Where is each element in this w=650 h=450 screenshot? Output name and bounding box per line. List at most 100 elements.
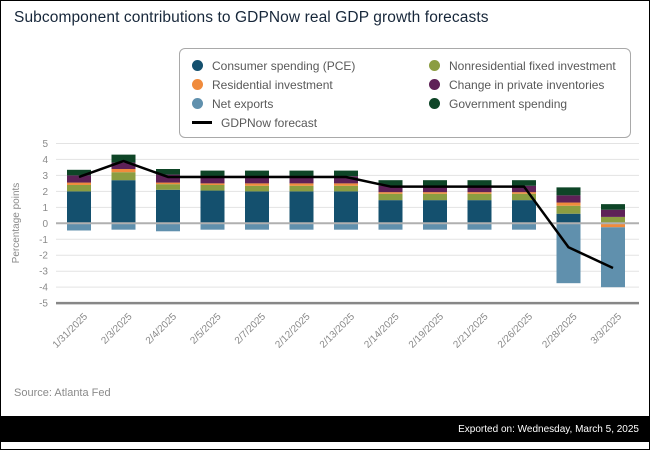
bar-segment-pce-1 xyxy=(111,180,136,224)
pce-swatch-icon xyxy=(192,60,203,71)
bar-segment-net_exports-3 xyxy=(200,223,225,230)
bar-segment-government-3 xyxy=(200,170,225,177)
legend-item-government: Government spending xyxy=(429,95,618,112)
x-tick-label: 2/12/2025 xyxy=(273,311,313,351)
y-tick-label: -5 xyxy=(39,299,48,310)
legend-label: Nonresidential fixed investment xyxy=(449,58,616,73)
bar-segment-pce-11 xyxy=(556,213,581,224)
y-axis-label: Percentage points xyxy=(11,183,22,264)
bar-segment-residential-5 xyxy=(289,183,314,186)
x-tick-label: 2/5/2025 xyxy=(188,311,224,347)
x-tick-label: 2/19/2025 xyxy=(407,311,447,351)
bar-segment-inventories-9 xyxy=(467,185,492,193)
x-tick-label: 2/14/2025 xyxy=(362,311,402,351)
bar-segment-residential-6 xyxy=(334,183,358,186)
y-tick-label: 5 xyxy=(42,139,48,150)
bar-segment-net_exports-5 xyxy=(289,223,314,230)
bar-segment-pce-0 xyxy=(67,191,91,224)
bar-segment-pce-5 xyxy=(289,191,314,224)
inventories-swatch-icon xyxy=(429,79,440,90)
x-tick-label: 2/28/2025 xyxy=(540,311,580,351)
bar-segment-inventories-2 xyxy=(156,174,180,183)
bar-segment-nonresidential-5 xyxy=(289,185,314,192)
bar-segment-inventories-11 xyxy=(556,195,581,203)
legend-label: Change in private inventories xyxy=(449,77,605,92)
government-swatch-icon xyxy=(429,98,440,109)
nonresidential-swatch-icon xyxy=(429,60,440,71)
source-note: Source: Atlanta Fed xyxy=(14,387,111,399)
y-tick-label: -4 xyxy=(39,283,48,294)
bar-segment-inventories-3 xyxy=(200,176,225,184)
bar-segment-residential-12 xyxy=(601,223,625,228)
bar-segment-inventories-10 xyxy=(512,185,536,193)
bar-segment-net_exports-12 xyxy=(601,227,625,288)
bar-segment-net_exports-2 xyxy=(156,223,180,232)
bar-segment-nonresidential-0 xyxy=(67,184,91,192)
bar-segment-government-0 xyxy=(67,169,91,176)
bar-segment-pce-10 xyxy=(512,200,536,224)
legend-label: Residential investment xyxy=(212,77,333,92)
bar-segment-pce-2 xyxy=(156,189,180,224)
bar-segment-government-6 xyxy=(334,170,358,177)
bar-segment-pce-4 xyxy=(245,191,269,224)
bar-segment-nonresidential-10 xyxy=(512,193,536,201)
y-tick-label: 2 xyxy=(42,187,48,198)
bar-segment-nonresidential-9 xyxy=(467,193,492,201)
bar-segment-pce-9 xyxy=(467,200,492,224)
bar-segment-nonresidential-4 xyxy=(245,185,269,192)
bar-segment-government-8 xyxy=(423,180,447,186)
export-footer: Exported on: Wednesday, March 5, 2025 xyxy=(1,416,649,442)
bar-segment-government-12 xyxy=(601,204,625,210)
x-tick-label: 2/4/2025 xyxy=(144,311,180,347)
x-tick-label: 2/7/2025 xyxy=(233,311,269,347)
bar-segment-government-4 xyxy=(245,170,269,177)
bar-segment-pce-8 xyxy=(423,200,447,224)
bar-segment-net_exports-11 xyxy=(556,223,581,284)
bar-segment-residential-11 xyxy=(556,202,581,206)
legend-item-residential: Residential investment xyxy=(192,76,429,93)
page-title: Subcomponent contributions to GDPNow rea… xyxy=(14,9,489,26)
legend-label: Consumer spending (PCE) xyxy=(212,58,356,73)
bar-segment-residential-10 xyxy=(512,192,536,194)
legend-label: GDPNow forecast xyxy=(221,115,318,130)
bar-segment-nonresidential-2 xyxy=(156,184,180,190)
legend-item-nonresidential: Nonresidential fixed investment xyxy=(429,57,618,74)
bar-segment-pce-6 xyxy=(334,191,358,224)
x-tick-label: 2/26/2025 xyxy=(496,311,536,351)
bar-segment-residential-8 xyxy=(423,192,447,194)
legend-item-forecast-line: GDPNow forecast xyxy=(192,114,429,131)
bar-segment-government-1 xyxy=(111,154,136,163)
net-exports-swatch-icon xyxy=(192,98,203,109)
bar-segment-government-2 xyxy=(156,169,180,175)
legend: Consumer spending (PCE) Residential inve… xyxy=(179,48,631,138)
y-tick-label: -3 xyxy=(39,267,48,278)
bar-segment-residential-0 xyxy=(67,182,91,185)
bar-segment-government-10 xyxy=(512,180,536,186)
legend-label: Net exports xyxy=(212,96,274,111)
bar-segment-inventories-7 xyxy=(378,185,403,193)
bar-segment-nonresidential-6 xyxy=(334,185,358,192)
y-tick-label: 0 xyxy=(42,219,48,230)
bar-segment-nonresidential-7 xyxy=(378,193,403,201)
bar-segment-residential-4 xyxy=(245,183,269,186)
x-tick-label: 2/3/2025 xyxy=(99,311,135,347)
y-tick-label: 4 xyxy=(42,155,48,166)
bar-segment-nonresidential-12 xyxy=(601,216,625,224)
bar-segment-net_exports-8 xyxy=(423,223,447,230)
bar-segment-government-5 xyxy=(289,170,314,177)
bar-segment-net_exports-9 xyxy=(467,223,492,230)
bar-segment-inventories-5 xyxy=(289,176,314,184)
bar-segment-residential-9 xyxy=(467,192,492,194)
bar-segment-government-9 xyxy=(467,180,492,186)
bar-segment-inventories-12 xyxy=(601,209,625,217)
x-tick-label: 3/3/2025 xyxy=(589,311,625,347)
bar-segment-inventories-4 xyxy=(245,176,269,184)
bar-segment-government-7 xyxy=(378,180,403,186)
bar-segment-nonresidential-11 xyxy=(556,205,581,214)
legend-item-pce: Consumer spending (PCE) xyxy=(192,57,429,74)
bar-segment-nonresidential-1 xyxy=(111,172,136,181)
bar-segment-inventories-8 xyxy=(423,185,447,193)
bar-segment-pce-7 xyxy=(378,200,403,224)
bar-segment-residential-2 xyxy=(156,182,180,185)
